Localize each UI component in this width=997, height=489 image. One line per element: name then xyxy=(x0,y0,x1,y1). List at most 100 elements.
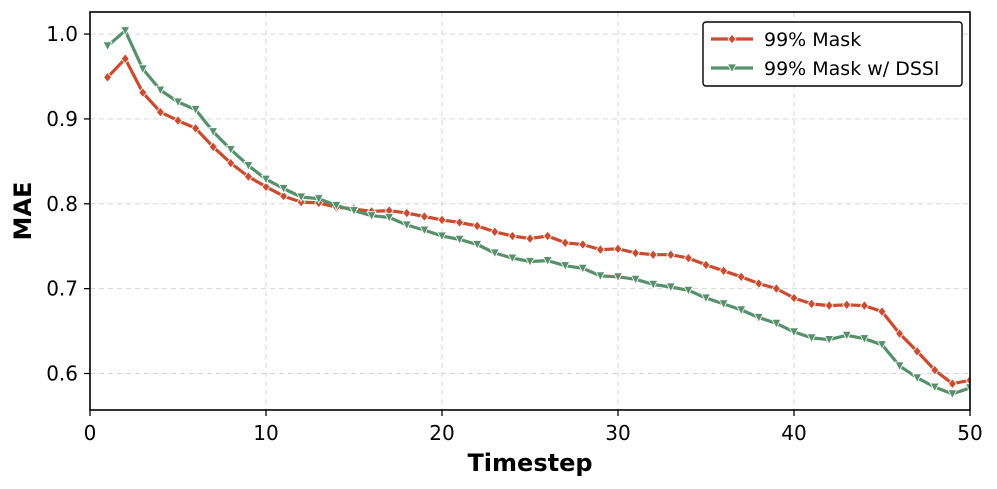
data-point-marker xyxy=(754,278,764,290)
data-point-marker xyxy=(824,335,835,346)
data-point-marker xyxy=(859,334,870,345)
data-point-marker xyxy=(455,217,465,228)
series-99-mask-w-dssl xyxy=(102,26,970,400)
data-point-marker xyxy=(789,292,799,304)
data-point-marker xyxy=(595,271,606,282)
data-point-marker xyxy=(859,300,869,312)
data-point-marker xyxy=(648,279,659,290)
data-point-marker xyxy=(102,41,113,52)
x-tick-label: 50 xyxy=(957,421,982,445)
data-point-marker xyxy=(208,141,218,153)
data-point-marker xyxy=(666,249,676,261)
data-point-marker xyxy=(525,233,535,245)
legend-label: 99% Mask w/ DSSl xyxy=(764,58,939,80)
data-point-marker xyxy=(612,272,624,283)
data-point-marker xyxy=(524,257,536,267)
data-point-marker xyxy=(877,306,887,318)
data-point-marker xyxy=(226,157,236,169)
legend-marker-sample xyxy=(727,33,737,45)
series-group xyxy=(102,26,970,400)
data-point-marker xyxy=(965,374,970,386)
data-point-marker xyxy=(578,239,588,250)
data-point-marker xyxy=(753,313,764,323)
legend-entry: 99% Mask w/ DSSl xyxy=(711,58,939,80)
data-point-marker xyxy=(120,26,131,37)
x-tick-label: 40 xyxy=(781,421,806,445)
legend-marker-sample xyxy=(726,63,738,74)
data-point-marker xyxy=(155,85,166,96)
data-point-marker xyxy=(912,345,922,357)
data-point-marker xyxy=(947,378,957,390)
data-point-marker xyxy=(472,240,483,250)
data-point-marker xyxy=(191,122,201,134)
data-point-marker xyxy=(437,214,447,226)
data-point-marker xyxy=(313,194,324,205)
data-point-marker xyxy=(278,184,289,194)
data-point-marker xyxy=(243,171,253,183)
data-point-marker xyxy=(331,201,342,211)
y-tick-label: 0.9 xyxy=(46,107,78,131)
data-point-marker xyxy=(384,212,395,223)
x-tick-label: 0 xyxy=(84,421,97,445)
data-point-marker xyxy=(489,248,500,259)
data-point-marker xyxy=(807,298,817,310)
data-point-marker xyxy=(771,318,782,329)
data-point-marker xyxy=(736,271,746,283)
y-tick-label: 0.8 xyxy=(46,192,78,216)
data-point-marker xyxy=(507,230,517,242)
data-point-marker xyxy=(172,97,184,108)
data-point-marker xyxy=(560,261,571,272)
data-point-marker xyxy=(490,226,500,238)
x-tick-label: 10 xyxy=(253,421,278,445)
legend-entry: 99% Mask xyxy=(711,29,861,51)
data-point-marker xyxy=(401,220,412,231)
data-point-marker xyxy=(895,328,905,340)
x-tick-label: 20 xyxy=(429,421,454,445)
data-point-marker xyxy=(507,253,518,264)
data-point-marker xyxy=(208,127,219,138)
legend-box xyxy=(702,21,963,87)
data-point-marker xyxy=(472,220,482,232)
data-point-marker xyxy=(296,192,307,203)
data-point-marker xyxy=(348,206,360,217)
data-point-marker xyxy=(595,244,605,256)
data-point-marker xyxy=(929,382,940,393)
data-point-marker xyxy=(736,305,747,316)
data-point-marker xyxy=(894,361,905,372)
data-point-marker xyxy=(419,211,429,222)
x-axis-label: Timestep xyxy=(467,449,592,477)
data-point-marker xyxy=(419,225,430,236)
data-point-marker xyxy=(279,190,289,202)
data-point-marker xyxy=(631,247,641,259)
data-point-marker xyxy=(225,145,236,155)
data-point-marker xyxy=(436,231,448,242)
data-point-marker xyxy=(402,207,412,219)
data-point-marker xyxy=(366,211,377,222)
data-point-marker xyxy=(261,181,271,193)
data-point-marker xyxy=(138,87,148,99)
data-point-marker xyxy=(912,373,923,384)
data-point-marker xyxy=(876,340,888,351)
data-point-marker xyxy=(841,330,852,341)
data-point-marker xyxy=(542,256,553,267)
data-point-marker xyxy=(120,53,130,65)
data-point-marker xyxy=(103,71,113,83)
data-point-marker xyxy=(173,115,183,127)
data-point-marker xyxy=(930,364,940,376)
data-point-marker xyxy=(683,252,693,264)
y-tick-label: 0.6 xyxy=(46,362,78,386)
legend: 99% Mask 99% Mask w/ DSSl xyxy=(702,21,963,87)
data-point-marker xyxy=(788,327,800,338)
y-tick-label: 1.0 xyxy=(46,22,78,46)
data-point-marker xyxy=(648,249,658,261)
y-axis-ticks: 0.6 0.7 0.8 0.9 1.0 xyxy=(46,22,90,386)
data-point-marker xyxy=(260,174,272,185)
data-point-marker xyxy=(613,243,623,255)
data-point-marker xyxy=(701,259,711,271)
data-point-marker xyxy=(842,299,852,311)
y-tick-label: 0.7 xyxy=(46,277,78,301)
data-point-marker xyxy=(560,237,570,249)
data-point-marker xyxy=(824,300,834,312)
data-point-marker xyxy=(543,230,553,242)
